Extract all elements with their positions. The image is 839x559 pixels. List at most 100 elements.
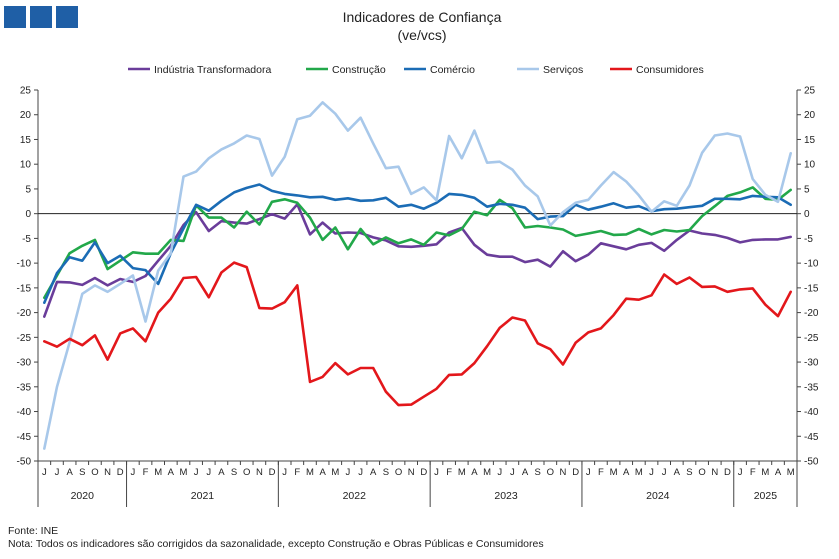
- y-tick-label-left: 20: [20, 110, 32, 121]
- month-label: J: [55, 467, 60, 478]
- legend-label-consumidores: Consumidores: [636, 64, 704, 76]
- month-label: A: [218, 467, 225, 478]
- legend-label-servicos: Serviços: [543, 64, 583, 76]
- y-tick-label-left: -5: [22, 234, 31, 245]
- y-tick-label-right: 15: [804, 135, 816, 146]
- year-label: 2025: [754, 490, 778, 502]
- y-tick-label-left: 25: [20, 86, 32, 97]
- month-label: N: [711, 467, 718, 478]
- month-label: A: [674, 467, 681, 478]
- month-label: A: [623, 467, 630, 478]
- y-tick-label-left: -20: [17, 308, 32, 319]
- y-tick-label-left: 0: [25, 209, 31, 220]
- month-label: J: [42, 467, 47, 478]
- y-tick-label-right: -25: [804, 333, 819, 344]
- month-label: J: [282, 467, 287, 478]
- month-label: S: [686, 467, 692, 478]
- year-label: 2020: [71, 490, 95, 502]
- month-label: A: [775, 467, 782, 478]
- month-label: N: [104, 467, 111, 478]
- logo: [4, 6, 78, 28]
- month-label: O: [698, 467, 705, 478]
- y-tick-label-right: -35: [804, 382, 819, 393]
- month-label: M: [483, 467, 491, 478]
- month-label: M: [306, 467, 314, 478]
- year-label: 2021: [191, 490, 215, 502]
- month-label: J: [738, 467, 743, 478]
- series-lines: [42, 101, 793, 450]
- logo-block-3: [56, 6, 78, 28]
- y-tick-label-left: 15: [20, 135, 32, 146]
- month-label: J: [649, 467, 654, 478]
- year-label: 2024: [646, 490, 670, 502]
- series-line-industria-transformadora: [42, 203, 793, 318]
- month-label: F: [750, 467, 756, 478]
- month-label: S: [231, 467, 237, 478]
- month-label: M: [180, 467, 188, 478]
- y-tick-label-right: -40: [804, 407, 819, 418]
- series-line-consumidores: [42, 261, 793, 407]
- legend-label-comercio: Comércio: [430, 64, 475, 76]
- month-label: O: [91, 467, 98, 478]
- month-label: F: [294, 467, 300, 478]
- month-label: A: [66, 467, 73, 478]
- chart-subtitle: (ve/vcs): [398, 27, 447, 43]
- month-label: J: [662, 467, 667, 478]
- month-label: N: [256, 467, 263, 478]
- month-label: D: [724, 467, 731, 478]
- legend-label-industria-transformadora: Indústria Transformadora: [154, 64, 271, 76]
- axes: 25 25 20 20 15 15 10 10 5 5 0 0 -5 -5 -10 -10 -15 -15 -20 -…: [17, 86, 819, 468]
- month-label: O: [547, 467, 554, 478]
- y-tick-label-left: -30: [17, 358, 32, 369]
- confidence-indicators-chart: Indicadores de Confiança (ve/vcs) Indúst…: [17, 9, 819, 507]
- month-label: M: [331, 467, 339, 478]
- y-tick-label-right: -5: [804, 234, 813, 245]
- logo-block-1: [4, 6, 26, 28]
- year-label: 2022: [343, 490, 367, 502]
- month-label: D: [117, 467, 124, 478]
- month-label: M: [458, 467, 466, 478]
- month-label: N: [408, 467, 415, 478]
- month-label: F: [598, 467, 604, 478]
- y-tick-label-right: -45: [804, 432, 819, 443]
- y-tick-label-right: 20: [804, 110, 816, 121]
- month-label: J: [194, 467, 199, 478]
- month-label: J: [131, 467, 136, 478]
- y-tick-label-right: -30: [804, 358, 819, 369]
- month-label: J: [434, 467, 439, 478]
- month-label: O: [395, 467, 402, 478]
- month-label: J: [586, 467, 591, 478]
- footer-source: Fonte: INE: [8, 525, 59, 537]
- month-label: A: [522, 467, 529, 478]
- month-label: M: [610, 467, 618, 478]
- month-label: M: [635, 467, 643, 478]
- y-tick-label-left: -25: [17, 333, 32, 344]
- y-tick-label-right: 5: [804, 184, 810, 195]
- month-label: J: [497, 467, 502, 478]
- month-label: J: [206, 467, 211, 478]
- y-tick-label-left: -40: [17, 407, 32, 418]
- y-tick-label-right: 10: [804, 160, 816, 171]
- y-tick-label-right: 25: [804, 86, 816, 97]
- legend-label-construcao: Construção: [332, 64, 386, 76]
- month-label: S: [535, 467, 541, 478]
- month-label: J: [510, 467, 515, 478]
- month-label: F: [143, 467, 149, 478]
- y-tick-label-left: 5: [25, 184, 31, 195]
- month-label: D: [269, 467, 276, 478]
- year-label: 2023: [494, 490, 518, 502]
- y-tick-label-left: -10: [17, 259, 32, 270]
- chart-title: Indicadores de Confiança: [343, 9, 502, 25]
- y-tick-label-left: -50: [17, 457, 32, 468]
- month-label: A: [471, 467, 478, 478]
- month-label: S: [383, 467, 389, 478]
- y-tick-label-right: -20: [804, 308, 819, 319]
- y-tick-label-left: -35: [17, 382, 32, 393]
- month-label: N: [560, 467, 567, 478]
- y-tick-label-right: -50: [804, 457, 819, 468]
- legend: Indústria Transformadora Construção Comérc…: [128, 64, 704, 76]
- series-line-comercio: [42, 183, 793, 305]
- month-label: J: [346, 467, 351, 478]
- y-tick-label-left: -15: [17, 283, 32, 294]
